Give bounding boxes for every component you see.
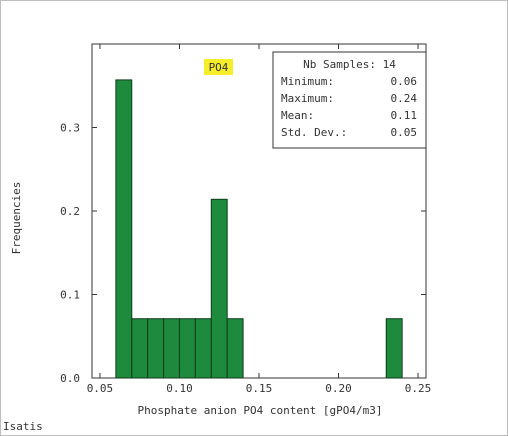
histogram-bar bbox=[131, 318, 149, 379]
stat-label: Maximum: bbox=[281, 92, 334, 105]
x-tick-label: 0.20 bbox=[325, 382, 352, 395]
statistics-box-border bbox=[272, 51, 427, 149]
statistics-box: Nb Samples: 14 Minimum: 0.06 Maximum: 0.24 Me… bbox=[272, 51, 427, 149]
chart-title-label: PO4 bbox=[204, 59, 233, 75]
histogram-bar bbox=[163, 318, 180, 379]
title-highlight bbox=[204, 59, 233, 75]
y-axis-ticks: 0.0 0.1 0.2 0.3 bbox=[60, 122, 426, 385]
histogram-bar bbox=[178, 318, 196, 379]
histogram-bar bbox=[385, 318, 403, 379]
y-tick-label: 0.0 bbox=[60, 372, 80, 385]
y-tick-label: 0.1 bbox=[60, 289, 80, 302]
stat-label: Std. Dev.: bbox=[281, 126, 347, 139]
stat-value: 0.05 bbox=[391, 126, 418, 139]
stat-value: 0.11 bbox=[391, 109, 418, 122]
x-tick-label: 0.10 bbox=[166, 382, 193, 395]
y-tick-label: 0.3 bbox=[60, 122, 80, 135]
stat-label: Mean: bbox=[281, 109, 314, 122]
x-tick-label: 0.25 bbox=[405, 382, 432, 395]
x-tick-label: 0.05 bbox=[87, 382, 114, 395]
stat-value: 0.24 bbox=[391, 92, 418, 105]
chart-title: PO4 bbox=[209, 61, 229, 74]
stat-row: Nb Samples: 14 bbox=[303, 58, 396, 71]
y-axis-title: Frequencies bbox=[10, 182, 23, 255]
y-tick-label: 0.2 bbox=[60, 205, 80, 218]
stat-label: Minimum: bbox=[281, 75, 334, 88]
histogram-bar bbox=[194, 318, 212, 379]
x-axis-ticks: 0.05 0.10 0.15 0.20 0.25 bbox=[87, 44, 432, 395]
histogram-bar bbox=[147, 318, 165, 379]
histogram-bar bbox=[115, 79, 133, 379]
footer-label: Isatis bbox=[3, 420, 43, 433]
x-tick-label: 0.15 bbox=[246, 382, 273, 395]
histogram-bars bbox=[115, 79, 403, 379]
x-axis-title: Phosphate anion PO4 content [gPO4/m3] bbox=[137, 404, 382, 417]
histogram-bar bbox=[226, 318, 244, 379]
histogram-bar bbox=[210, 198, 228, 379]
stat-value: 0.06 bbox=[391, 75, 418, 88]
